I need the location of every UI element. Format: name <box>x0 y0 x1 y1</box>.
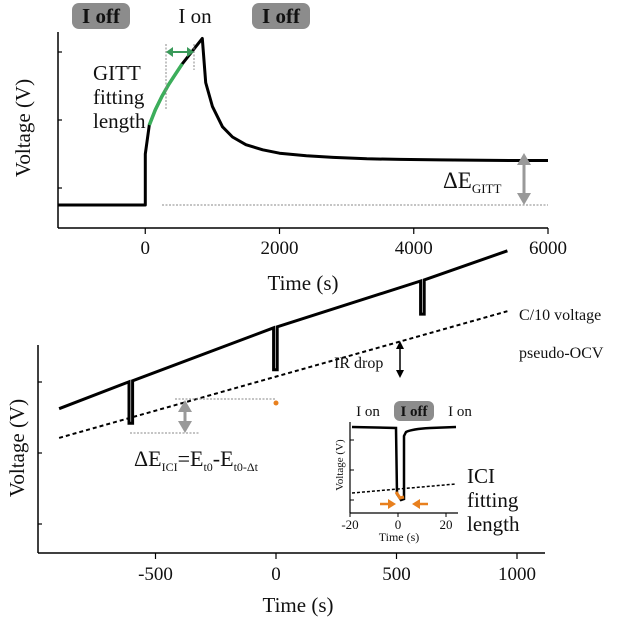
inset-panel: -20 0 20 Time (s) Voltage (V) I on I off I… <box>334 401 524 544</box>
svg-text:I off: I off <box>400 404 428 420</box>
inset-pill-i-on-left: I on <box>356 404 380 420</box>
inset-y-axis-label: Voltage (V) <box>334 439 346 491</box>
bottom-orange-point <box>273 400 279 406</box>
top-panel: 0 2000 4000 6000 Time (s) Voltage (V) GITT … <box>11 3 567 295</box>
bottom-pocv-label: pseudo-OCV <box>519 345 604 362</box>
bottom-c10-voltage-series <box>58 249 508 425</box>
bottom-x-tick-label: 500 <box>382 564 411 585</box>
top-x-axis-label: Time (s) <box>268 271 339 295</box>
inset-y-ticks <box>350 439 354 501</box>
top-x-tick-label: 6000 <box>529 238 567 259</box>
inset-x-axis-label: Time (s) <box>379 530 420 544</box>
bottom-x-axis-label: Time (s) <box>263 593 334 617</box>
top-fitting-label: GITT fitting length <box>93 61 150 133</box>
bottom-ir-drop-arrow <box>396 341 404 378</box>
bottom-x-tick-label: 1000 <box>498 564 536 585</box>
top-pill-i-off-right: I off <box>252 3 310 29</box>
bottom-x-tick-label: 0 <box>271 564 281 585</box>
bottom-c10-label: C/10 voltage <box>519 307 601 324</box>
top-x-tick-label: 2000 <box>261 238 299 259</box>
inset-fitting-label: ICI fitting length <box>467 464 524 536</box>
top-delta-e-label: ΔEGITT <box>443 168 502 196</box>
top-x-tick-label: 4000 <box>395 238 433 259</box>
inset-fit-arrows <box>380 499 428 509</box>
inset-x-tick-label: -20 <box>341 517 358 532</box>
top-y-axis-label: Voltage (V) <box>11 79 35 177</box>
top-x-tick-label: 0 <box>141 238 151 259</box>
svg-text:I off: I off <box>262 4 301 28</box>
inset-pill-i-off: I off <box>394 401 434 421</box>
bottom-y-axis-label: Voltage (V) <box>5 399 29 497</box>
top-pill-i-off-left: I off <box>72 3 130 29</box>
bottom-delta-e-label: ΔEICI=Et0-Et0-Δt <box>134 446 259 474</box>
bottom-pseudo-ocv-series <box>58 310 508 439</box>
inset-x-tick-label: 0 <box>395 517 402 532</box>
top-fit-arrow <box>166 47 194 57</box>
top-pill-i-on: I on <box>178 4 212 28</box>
inset-ici-fit-series <box>394 491 405 500</box>
bottom-x-tick-label: -500 <box>138 564 173 585</box>
top-gitt-fit-series <box>147 62 184 126</box>
inset-pill-i-on-right: I on <box>448 404 472 420</box>
svg-text:I off: I off <box>82 4 121 28</box>
inset-voltage-series <box>351 425 457 502</box>
top-delta-arrow <box>517 153 531 205</box>
bottom-panel: -500 0 500 1000 Time (s) Voltage (V) C/10 v… <box>5 249 604 617</box>
bottom-delta-arrow <box>178 400 192 433</box>
inset-x-tick-label: 20 <box>440 517 453 532</box>
bottom-ir-drop-label: IR drop <box>334 355 383 372</box>
